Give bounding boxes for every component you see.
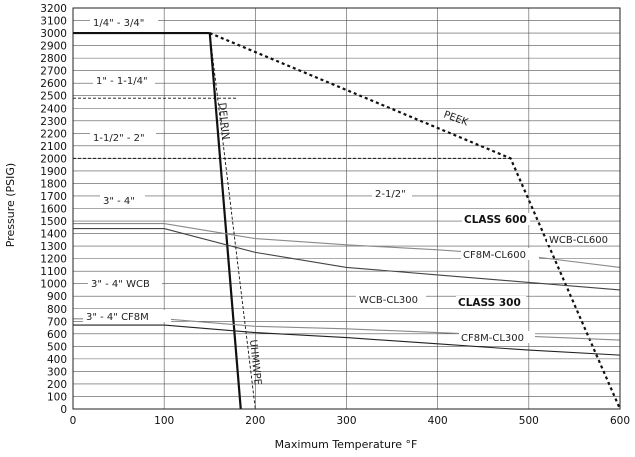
y-tick-label: 2600 [40,78,67,90]
label-three-four-cf8m: 3" - 4" CF8M [86,312,149,323]
y-tick-label: 900 [47,291,67,303]
label-bg-wcb300 [356,293,426,305]
y-tick-label: 800 [47,304,67,316]
label-wcb-cl600: WCB-CL600 [549,235,608,246]
y-tick-label: 0 [60,404,67,416]
label-class-300: CLASS 300 [458,297,521,309]
label-bg-34wcb [88,277,162,289]
x-tick-label: 600 [610,415,630,427]
y-tick-label: 1500 [40,216,67,228]
series-line-cf8m-cl300 [73,324,621,356]
y-tick-label: 1100 [40,266,67,278]
x-tick-label: 500 [519,415,539,427]
y-tick-label: 1800 [40,178,67,190]
label-three-four-wcb: 3" - 4" WCB [91,279,150,290]
y-tick-label: 300 [47,366,67,378]
y-tick-label: 1900 [40,166,67,178]
label-bg-onehalf [90,131,156,143]
y-tick-label: 2000 [40,153,67,165]
annotations: 1/4" - 3/4" 1" - 1-1/4" 1-1/2" - 2" 3" -… [83,16,611,386]
label-two-half: 2-1/2" [375,189,406,200]
label-quarter-three-quarter: 1/4" - 3/4" [93,18,144,29]
label-bg-34cf8m [83,310,171,322]
label-peek: PEEK [442,109,470,128]
label-cf8m-cl600: CF8M-CL600 [463,250,526,261]
x-tick-label: 300 [336,415,356,427]
label-cf8m-cl300: CF8M-CL300 [461,333,524,344]
y-tick-label: 700 [47,316,67,328]
x-tick-label: 400 [428,415,448,427]
x-tick-label: 0 [70,415,77,427]
y-tick-label: 1400 [40,229,67,241]
y-axis-label: Pressure (PSIG) [4,163,17,247]
label-bg-class600 [462,213,530,225]
grid [72,7,621,410]
y-tick-label: 2300 [40,116,67,128]
x-tick-label: 200 [245,415,265,427]
label-bg-cf8m300 [459,331,535,343]
plot-frame [72,7,621,410]
x-axis-label: Maximum Temperature °F [275,438,418,451]
label-bg-wcb600 [547,234,611,245]
y-tick-label: 1200 [40,254,67,266]
y-tick-label: 1700 [40,191,67,203]
y-tick-label: 2400 [40,103,67,115]
label-three-four: 3" - 4" [103,196,135,207]
y-tick-label: 2800 [40,53,67,65]
y-tick-label: 2500 [40,91,67,103]
y-tick-label: 3100 [40,16,67,28]
y-tick-label: 1600 [40,204,67,216]
y-tick-label: 1000 [40,279,67,291]
label-bg-quarter [90,16,158,28]
y-tick-label: 3200 [40,3,67,15]
label-bg-class300 [456,296,526,308]
label-wcb-cl300: WCB-CL300 [359,295,418,306]
y-tick-label: 200 [47,379,67,391]
label-bg-34 [100,194,145,206]
series-line-delrin [208,32,242,410]
y-tick-label: 400 [47,354,67,366]
label-bg-one [93,74,155,86]
y-tick-label: 100 [47,391,67,403]
y-tick-label: 2900 [40,41,67,53]
label-one-half-two: 1-1/2" - 2" [93,133,145,144]
label-uhmwpe: UHMWPE [247,339,263,386]
y-tick-label: 2200 [40,128,67,140]
label-bg-two-half [372,187,412,199]
label-one-one-quarter: 1" - 1-1/4" [96,76,148,87]
label-class-600: CLASS 600 [464,214,527,226]
y-tick-label: 1300 [40,241,67,253]
tick-labels: 0100200300400500600700800900100011001200… [40,3,630,427]
y-tick-label: 600 [47,329,67,341]
y-tick-label: 2100 [40,141,67,153]
label-delrin: DELRIN [216,102,231,140]
series-line-cf8m-cl600 [164,228,621,291]
x-tick-label: 100 [154,415,174,427]
label-bg-cf8m600 [461,248,539,260]
y-tick-label: 3000 [40,28,67,40]
y-tick-label: 2700 [40,66,67,78]
series-line-uhmwpe [209,33,256,410]
y-tick-label: 500 [47,341,67,353]
